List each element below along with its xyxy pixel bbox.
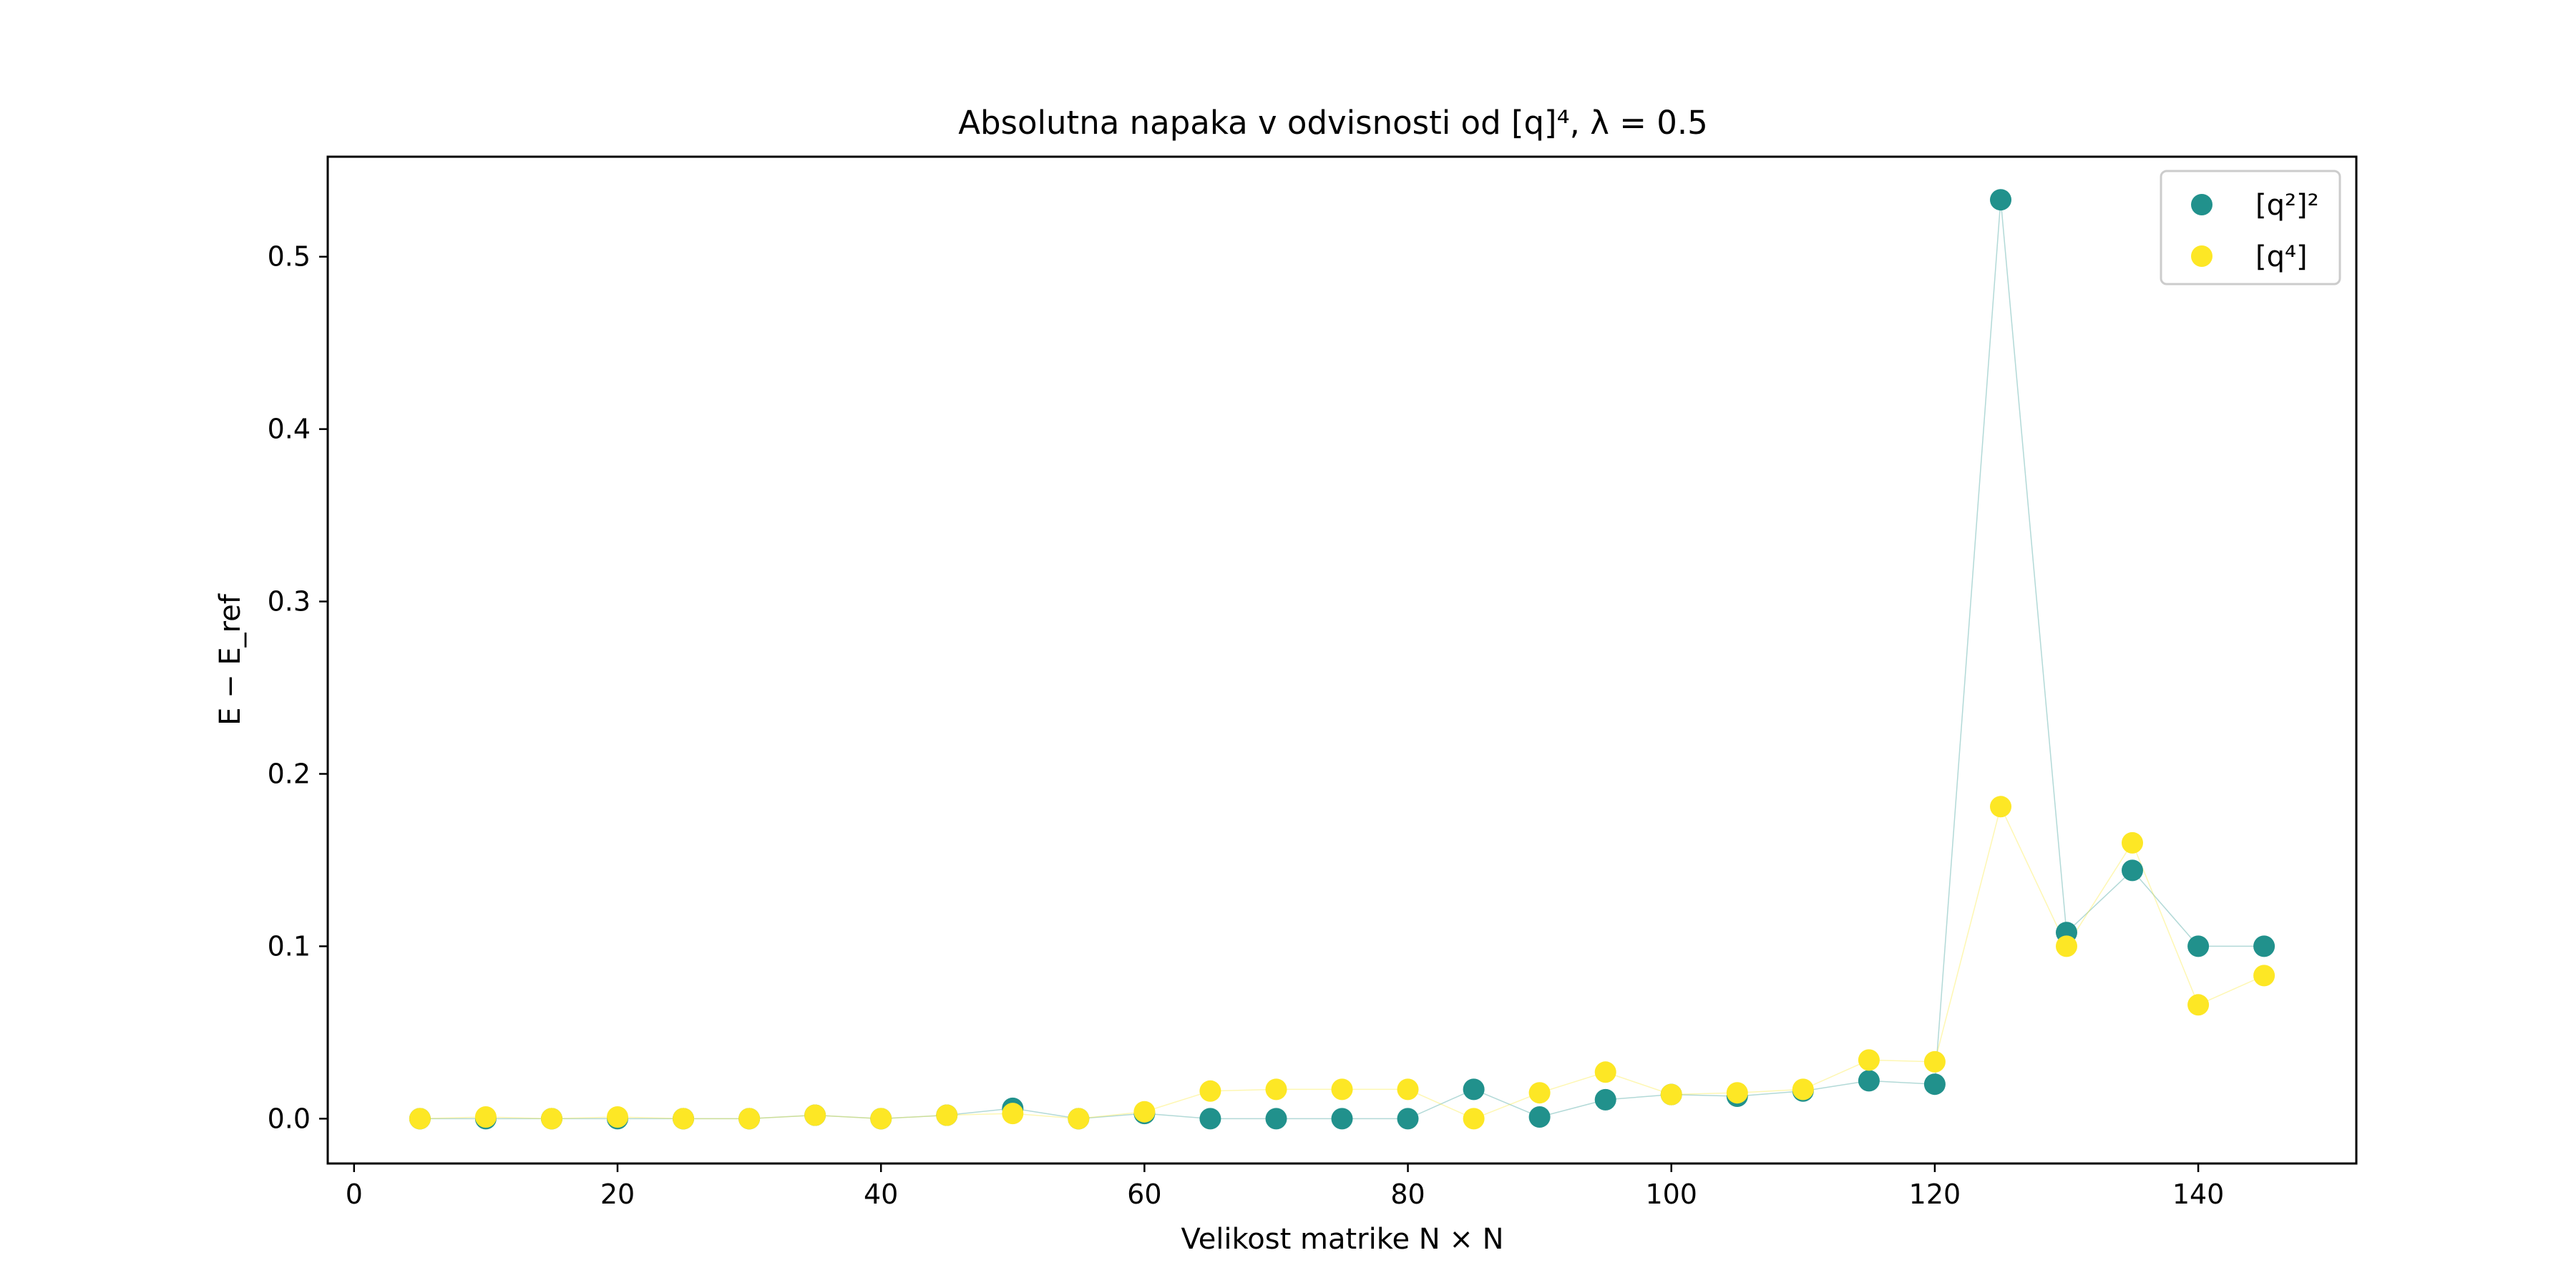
- legend-label-q4: [q⁴]: [2255, 240, 2308, 273]
- x-tick-label: 40: [864, 1179, 898, 1210]
- legend-box: [2160, 170, 2341, 286]
- data-point-series-1: [2122, 831, 2143, 854]
- data-point-series-1: [1923, 1050, 1946, 1073]
- data-point-series-1: [1660, 1083, 1682, 1106]
- data-point-series-1: [673, 1108, 694, 1130]
- x-tick-label: 80: [1390, 1179, 1425, 1210]
- data-point-series-0: [1594, 1088, 1616, 1111]
- data-point-series-1: [1133, 1101, 1156, 1123]
- data-point-series-1: [738, 1108, 761, 1130]
- data-point-series-0: [1331, 1108, 1353, 1130]
- data-point-series-0: [2187, 935, 2210, 957]
- legend-label-q2-squared: [q²]²: [2255, 189, 2319, 222]
- y-tick-label: 0.3: [268, 586, 311, 618]
- data-point-series-1: [1265, 1078, 1287, 1101]
- series-layer: [409, 189, 2275, 1130]
- x-tick-label: 100: [1645, 1179, 1697, 1210]
- data-point-series-1: [1792, 1078, 1814, 1101]
- x-tick-label: 0: [346, 1179, 363, 1210]
- x-tick-label: 60: [1127, 1179, 1161, 1210]
- chart-title: Absolutna napaka v odvisnosti od [q]⁴, λ…: [958, 104, 1708, 142]
- data-point-series-0: [1990, 189, 2011, 211]
- data-point-series-0: [2253, 935, 2275, 957]
- y-tick-label: 0.2: [268, 758, 311, 790]
- data-point-series-1: [2253, 965, 2275, 987]
- data-point-series-1: [474, 1106, 497, 1128]
- y-tick-label: 0.4: [268, 414, 311, 445]
- data-point-series-1: [1463, 1108, 1485, 1130]
- y-tick-label: 0.0: [268, 1103, 311, 1134]
- data-point-series-1: [1990, 796, 2011, 818]
- data-point-series-1: [1002, 1103, 1024, 1125]
- x-axis-ticks: 0 20 40 60 80 100 120 140: [346, 1163, 2225, 1210]
- data-point-series-1: [2056, 935, 2077, 957]
- data-point-series-1: [1068, 1108, 1090, 1130]
- legend: [q²]² [q⁴]: [2160, 170, 2341, 286]
- data-point-series-1: [1528, 1082, 1551, 1104]
- data-point-series-0: [1858, 1070, 1880, 1092]
- data-point-series-1: [541, 1108, 562, 1130]
- data-point-series-1: [1397, 1078, 1419, 1101]
- legend-marker-q4: [2191, 245, 2212, 267]
- x-axis-label: Velikost matrike N × N: [1181, 1223, 1503, 1256]
- data-point-series-0: [1528, 1106, 1551, 1128]
- x-tick-label: 140: [2172, 1179, 2225, 1210]
- data-point-series-1: [804, 1104, 826, 1126]
- data-point-series-1: [607, 1106, 628, 1128]
- y-axis-ticks: 0.0 0.1 0.2 0.3 0.4 0.5: [268, 241, 328, 1134]
- x-tick-label: 120: [1909, 1179, 1961, 1210]
- data-point-series-0: [1265, 1108, 1287, 1130]
- y-axis-label: E − E_ref: [214, 593, 247, 726]
- data-point-series-1: [1858, 1049, 1880, 1071]
- data-point-series-1: [409, 1108, 431, 1130]
- data-point-series-0: [1463, 1078, 1485, 1101]
- data-point-series-1: [1594, 1061, 1616, 1083]
- data-point-series-1: [1199, 1080, 1221, 1102]
- data-point-series-0: [1199, 1108, 1221, 1130]
- data-point-series-1: [2187, 994, 2210, 1016]
- data-point-series-1: [1726, 1082, 1748, 1104]
- legend-marker-q2-squared: [2191, 194, 2212, 215]
- y-tick-label: 0.5: [268, 241, 311, 273]
- y-tick-label: 0.1: [268, 930, 311, 962]
- data-point-series-0: [1923, 1073, 1946, 1096]
- data-point-series-1: [870, 1108, 892, 1130]
- data-point-series-1: [936, 1104, 958, 1126]
- data-point-series-1: [1331, 1078, 1353, 1101]
- x-tick-label: 20: [600, 1179, 635, 1210]
- data-point-series-0: [2122, 859, 2143, 882]
- plot-frame: [326, 155, 2358, 1165]
- data-point-series-0: [1397, 1108, 1419, 1130]
